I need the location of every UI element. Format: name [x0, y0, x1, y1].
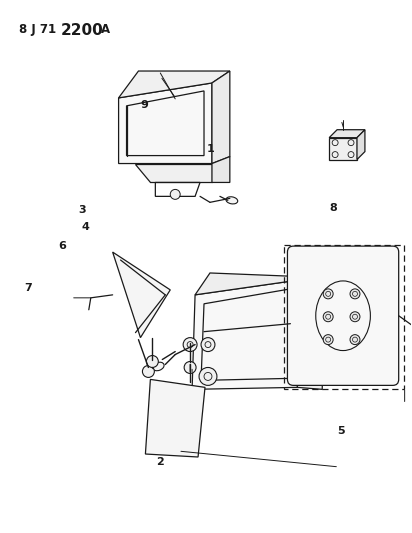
Polygon shape [195, 273, 334, 295]
Circle shape [184, 361, 196, 374]
Polygon shape [145, 379, 205, 457]
Polygon shape [212, 71, 230, 164]
Polygon shape [357, 130, 365, 159]
Circle shape [323, 312, 333, 322]
Text: 6: 6 [58, 241, 66, 252]
Polygon shape [329, 138, 357, 159]
Polygon shape [136, 164, 212, 182]
Text: 4: 4 [81, 222, 89, 232]
Text: 2: 2 [156, 457, 164, 466]
Polygon shape [212, 157, 230, 182]
Text: 7: 7 [24, 282, 32, 293]
Circle shape [183, 337, 197, 352]
Polygon shape [192, 280, 300, 389]
Circle shape [323, 335, 333, 345]
Text: 8 J 71: 8 J 71 [19, 23, 56, 36]
Circle shape [350, 289, 360, 299]
Circle shape [170, 189, 180, 199]
Text: 1: 1 [206, 144, 214, 154]
Circle shape [323, 289, 333, 299]
Circle shape [350, 335, 360, 345]
Polygon shape [119, 83, 212, 164]
Polygon shape [119, 71, 230, 98]
Circle shape [146, 356, 158, 367]
FancyBboxPatch shape [288, 246, 399, 385]
Polygon shape [329, 130, 365, 138]
Text: 8: 8 [329, 203, 337, 213]
Ellipse shape [226, 197, 238, 204]
Circle shape [143, 366, 154, 377]
Circle shape [199, 367, 217, 385]
Polygon shape [297, 280, 324, 389]
Text: 3: 3 [79, 205, 86, 215]
Circle shape [350, 312, 360, 322]
Polygon shape [112, 252, 170, 337]
Text: 9: 9 [140, 100, 149, 110]
Ellipse shape [152, 362, 164, 371]
Text: 2200: 2200 [61, 23, 104, 38]
Text: 5: 5 [337, 426, 345, 436]
Text: A: A [101, 23, 110, 36]
Circle shape [201, 337, 215, 352]
Bar [284, 245, 404, 389]
